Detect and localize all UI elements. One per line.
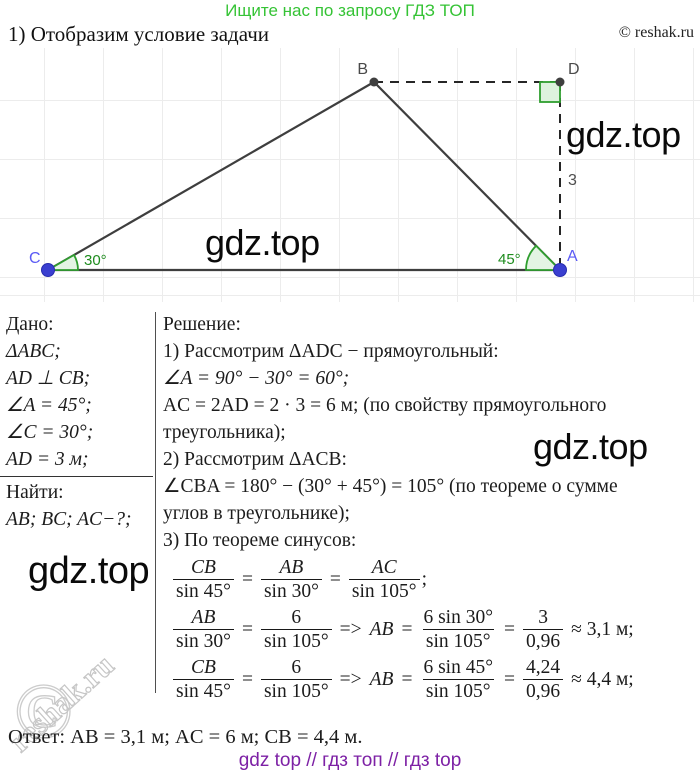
angle-arc-c xyxy=(44,253,79,271)
given-line: AD ⊥ CB; xyxy=(6,368,91,389)
solution-line: углов в треугольнике); xyxy=(163,503,350,524)
implies-sign: => xyxy=(339,668,362,690)
side-ba xyxy=(373,81,561,271)
watermark-gdz-given: gdz.top xyxy=(28,550,150,592)
given-line: AD = 3 м; xyxy=(6,449,89,470)
fraction: 6 sin 45° sin 105° xyxy=(422,656,494,702)
equals-sign: = xyxy=(241,668,253,690)
solution-line: ∠A = 90° − 30° = 60°; xyxy=(163,368,350,389)
point-b-dot xyxy=(369,77,379,87)
given-title: Дано: xyxy=(6,314,54,335)
geometry-diagram: B D C A 30° 45° 3 gdz.top gdz.top xyxy=(0,48,700,302)
find-line: AB; BC; AC−?; xyxy=(6,509,132,530)
equals-sign: = xyxy=(504,618,516,640)
side-cb xyxy=(47,81,375,271)
promo-banner: Ищите нас по запросу ГДЗ ТОП xyxy=(225,1,475,20)
equals-sign: = xyxy=(241,618,253,640)
right-angle-marker-d xyxy=(539,81,561,103)
solution-line: ∠CBA = 180° − (30° + 45°) = 105° (по тео… xyxy=(163,476,618,497)
solution-title: Решение: xyxy=(163,314,241,335)
point-c-label: C xyxy=(29,250,41,267)
fraction: AB sin 30° xyxy=(260,556,322,603)
given-line: ∠C = 30°; xyxy=(6,422,94,443)
point-d-dot xyxy=(555,77,565,87)
answer-line: Ответ: AB = 3,1 м; AC = 6 м; CB = 4,4 м. xyxy=(8,726,363,748)
row-tail: ; xyxy=(421,568,427,590)
fraction: 6 sin 30° sin 105° xyxy=(422,606,494,652)
fraction: AB sin 30° xyxy=(173,606,234,653)
step-title: 1) Отобразим условие задачи xyxy=(8,22,269,46)
solution-line: треугольника); xyxy=(163,422,286,443)
implies-sign: => xyxy=(339,618,362,640)
given-block: Дано: ΔABC; AD ⊥ CB; ∠A = 45°; ∠C = 30°;… xyxy=(0,311,154,533)
row-result: ≈ 4,4 м; xyxy=(571,668,634,690)
equals-sign: = xyxy=(241,568,253,590)
fraction: 6 sin 105° xyxy=(260,606,332,653)
ab-computation-row: AB sin 30° = 6 sin 105° => AB = 6 sin 30… xyxy=(169,604,700,654)
find-title: Найти: xyxy=(6,482,64,503)
fraction: CB sin 45° xyxy=(173,656,234,703)
angle-c-value: 30° xyxy=(84,252,107,269)
point-c-dot xyxy=(41,263,55,277)
equals-sign: = xyxy=(329,568,341,590)
solution-line: 2) Рассмотрим ΔACB: xyxy=(163,449,347,470)
point-d-label: D xyxy=(568,61,580,78)
variable: AB xyxy=(369,668,394,690)
point-a-label: A xyxy=(567,248,578,265)
variable: AB xyxy=(369,618,394,640)
side-ad-length: 3 xyxy=(568,172,577,189)
angle-arc-a xyxy=(525,244,563,271)
equals-sign: = xyxy=(401,618,413,640)
fraction: 3 0,96 xyxy=(523,606,564,653)
cb-computation-row: CB sin 45° = 6 sin 105° => AB = 6 sin 45… xyxy=(169,654,700,704)
watermark-gdz-center: gdz.top xyxy=(205,222,320,263)
watermark-gdz-solution: gdz.top xyxy=(533,426,648,467)
angle-a-value: 45° xyxy=(498,251,521,268)
given-line: ∠A = 45°; xyxy=(6,395,92,416)
equals-sign: = xyxy=(504,668,516,690)
watermark-gdz-right: gdz.top xyxy=(566,114,681,155)
equals-sign: = xyxy=(401,668,413,690)
column-divider xyxy=(155,312,156,693)
solution-line: 1) Рассмотрим ΔADC − прямоугольный: xyxy=(163,341,499,362)
triangle-figure: B D C A 30° 45° 3 xyxy=(29,61,580,277)
solution-line: 3) По теореме синусов: xyxy=(163,530,357,551)
fraction: 6 sin 105° xyxy=(260,656,332,703)
given-find-divider xyxy=(0,476,153,477)
solution-block: Решение: 1) Рассмотрим ΔADC − прямоуголь… xyxy=(163,311,700,704)
sine-theorem-row: CB sin 45° = AB sin 30° = AC sin 105° ; xyxy=(169,554,700,604)
footer-tags: gdz top // гдз топ // гдз top xyxy=(238,750,462,771)
copyright-note: © reshak.ru xyxy=(618,24,694,41)
solution-line: AC = 2AD = 2 · 3 = 6 м; (по свойству пря… xyxy=(163,395,607,416)
fraction: 4,24 0,96 xyxy=(523,656,564,703)
point-b-label: B xyxy=(357,61,368,78)
fraction: CB sin 45° xyxy=(173,556,234,603)
fraction: AC sin 105° xyxy=(348,556,420,603)
given-line: ΔABC; xyxy=(6,341,61,362)
point-a-dot xyxy=(553,263,567,277)
row-result: ≈ 3,1 м; xyxy=(571,618,634,640)
